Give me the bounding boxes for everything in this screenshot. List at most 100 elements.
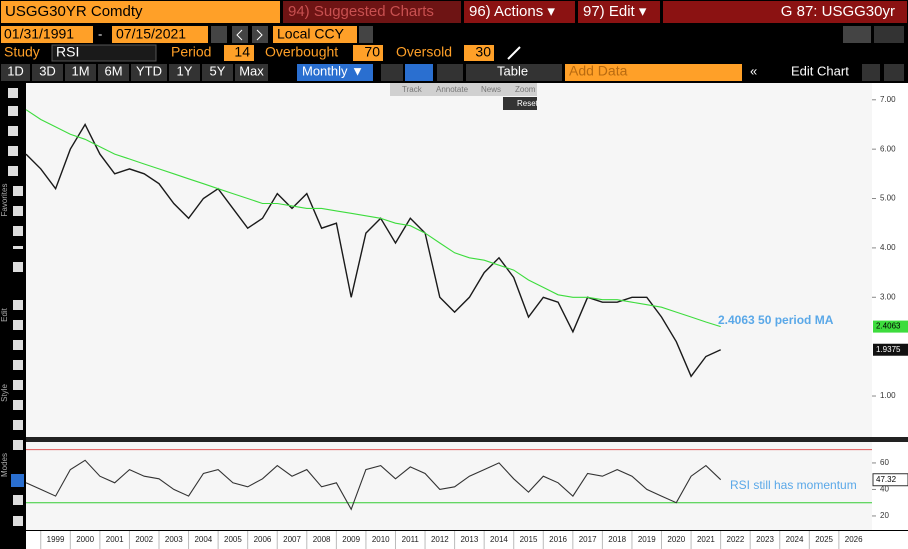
x-tick-label: 2021	[697, 535, 715, 544]
tool-icon[interactable]	[13, 440, 23, 450]
reset-button[interactable]	[503, 97, 537, 110]
x-tick-label: 2023	[756, 535, 774, 544]
tool-icon[interactable]	[13, 420, 23, 430]
tool-icon[interactable]	[13, 495, 23, 505]
range-button[interactable]	[32, 64, 63, 81]
redo-button[interactable]	[874, 26, 904, 43]
period-label: Period	[171, 44, 211, 60]
start-date: 01/31/1991	[4, 26, 74, 42]
collapse-icon[interactable]: «	[750, 63, 757, 78]
tool-icon[interactable]	[13, 226, 23, 236]
oversold-label: Oversold	[396, 44, 452, 60]
last-value-tag	[872, 473, 908, 487]
ticker-field[interactable]	[1, 1, 280, 23]
x-tick-label: 2003	[165, 535, 183, 544]
range-button[interactable]	[1, 64, 30, 81]
tool-icon[interactable]	[13, 340, 23, 350]
series-line	[25, 123, 721, 378]
overbought-field[interactable]	[353, 45, 383, 61]
x-tick-label: 2000	[76, 535, 94, 544]
edit: 97) Edit ▾	[583, 3, 647, 20]
prev-button[interactable]	[232, 26, 248, 43]
range-button[interactable]	[202, 64, 233, 81]
oversold: 30	[475, 44, 491, 60]
page-box	[663, 1, 907, 23]
side-label: Edit	[0, 307, 9, 322]
side-label: Favorites	[0, 184, 9, 217]
tool-icon[interactable]	[8, 126, 18, 136]
range-button[interactable]	[65, 64, 96, 81]
tool-icon[interactable]	[13, 400, 23, 410]
period-field[interactable]	[224, 45, 254, 61]
range-label: 1Y	[177, 63, 193, 78]
add-data-field[interactable]	[565, 64, 742, 81]
next-button[interactable]	[252, 26, 268, 43]
chart-tools: Track Annotate News Zoom	[402, 85, 536, 94]
frequency: Monthly ▼	[302, 63, 364, 78]
range-label: 1M	[71, 63, 89, 78]
frequency-button[interactable]	[297, 64, 373, 81]
x-tick-label: 2004	[194, 535, 212, 544]
bar-icon[interactable]	[405, 64, 433, 81]
x-tick-label: 2017	[579, 535, 597, 544]
study-label: Study	[4, 44, 40, 60]
x-tick-label: 2019	[638, 535, 656, 544]
settings-button[interactable]	[862, 64, 880, 81]
panel-divider	[26, 437, 908, 442]
y-tick-label: 40	[880, 485, 889, 494]
table: Table	[497, 63, 528, 78]
tool-icon[interactable]	[13, 380, 23, 390]
type-dropdown[interactable]	[437, 64, 463, 81]
rsi-panel	[26, 442, 872, 530]
series-line	[25, 459, 722, 511]
range-button[interactable]	[98, 64, 129, 81]
tool-icon[interactable]	[13, 300, 23, 310]
undo-button[interactable]	[843, 26, 871, 43]
side-toolbar	[0, 83, 25, 549]
x-tick-label: 2006	[254, 535, 272, 544]
edit-button[interactable]	[578, 1, 660, 23]
study-field[interactable]	[51, 44, 157, 62]
tool-icon[interactable]	[13, 262, 23, 272]
currency-dropdown[interactable]	[359, 26, 373, 43]
suggested-button[interactable]	[283, 1, 461, 23]
pencil-icon[interactable]	[507, 46, 521, 60]
tool-icon[interactable]	[13, 246, 23, 249]
chart-tool[interactable]: News	[481, 85, 501, 94]
settings-icon[interactable]	[13, 516, 23, 526]
x-tick-label: 2015	[520, 535, 538, 544]
tool-icon[interactable]	[8, 146, 18, 156]
line-icon[interactable]	[381, 64, 403, 81]
tool-icon[interactable]	[13, 360, 23, 370]
tool-icon[interactable]	[13, 320, 23, 330]
expand-button[interactable]	[884, 64, 904, 81]
tool-icon[interactable]	[13, 206, 23, 216]
last-value-label: 47.32	[876, 475, 897, 484]
x-tick-label: 2012	[431, 535, 449, 544]
currency-field[interactable]	[273, 26, 357, 43]
chart-tool[interactable]: Zoom	[515, 85, 536, 94]
oversold-field[interactable]	[464, 45, 494, 61]
tool-icon[interactable]	[8, 166, 18, 176]
range-button[interactable]	[169, 64, 200, 81]
range-button[interactable]	[131, 64, 167, 81]
draw-icon[interactable]	[8, 106, 18, 116]
x-tick-label: 2013	[460, 535, 478, 544]
mode-icon[interactable]	[11, 474, 24, 487]
calendar-button[interactable]	[211, 26, 227, 43]
start-date-field[interactable]	[1, 26, 93, 43]
end-date: 07/15/2021	[116, 26, 186, 42]
table-button[interactable]	[466, 64, 562, 81]
chart-tool[interactable]: Track	[402, 85, 423, 94]
edit-chart[interactable]: Edit Chart	[791, 63, 849, 78]
range-button[interactable]	[235, 64, 268, 81]
tool-icon[interactable]	[13, 186, 23, 196]
actions-button[interactable]	[464, 1, 575, 23]
prev-icon	[236, 29, 243, 41]
end-date-field[interactable]	[112, 26, 208, 43]
x-tick-label: 2026	[845, 535, 863, 544]
chart-tool[interactable]: Annotate	[436, 85, 469, 94]
pointer-icon[interactable]	[8, 88, 18, 98]
x-tick-label: 2016	[549, 535, 567, 544]
